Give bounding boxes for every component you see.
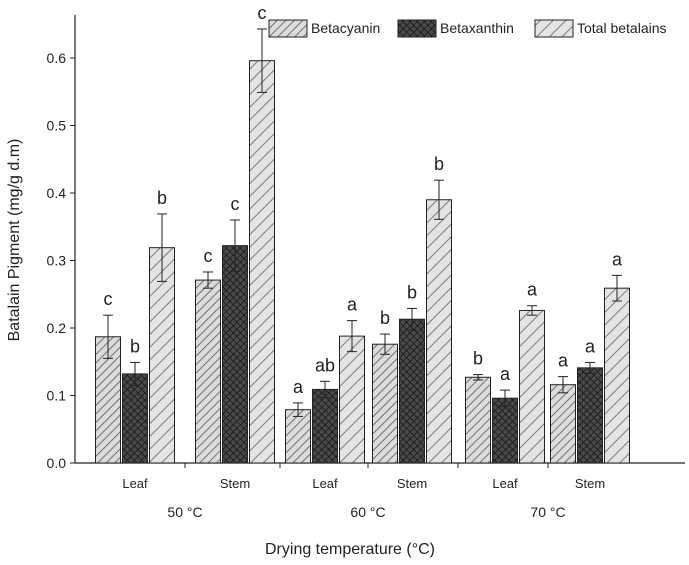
group-label: 70 °C xyxy=(530,504,565,520)
legend-label-betacyanin: Betacyanin xyxy=(311,20,380,36)
significance-letter-total-betalains: b xyxy=(157,188,167,208)
bar-total-betalains xyxy=(604,287,630,464)
group-label: 50 °C xyxy=(167,504,202,520)
x-axis-ticks: Leaf Stem Leaf Stem Leaf Stem xyxy=(122,463,605,491)
y-tick-label: 0.5 xyxy=(47,118,67,134)
x-tick-label-stem: Stem xyxy=(220,476,250,491)
bar-betaxanthin xyxy=(399,318,425,464)
significance-letter-total-betalains: a xyxy=(612,249,623,269)
significance-letter-total-betalains: c xyxy=(258,3,267,23)
legend-label-total-betalains: Total betalains xyxy=(577,20,667,36)
y-tick-label: 0.3 xyxy=(47,253,67,269)
significance-letter-betaxanthin: c xyxy=(231,194,240,214)
bar-total-betalains xyxy=(149,247,175,464)
x-tick-label-leaf: Leaf xyxy=(492,476,518,491)
bar-total-betalains xyxy=(519,309,545,464)
bar-total-betalains xyxy=(339,335,365,464)
bar-betacyanin xyxy=(465,376,491,464)
temperature-group-labels: 50 °C 60 °C 70 °C xyxy=(167,504,565,520)
y-tick-label: 0.0 xyxy=(47,455,67,471)
x-tick-label-leaf: Leaf xyxy=(312,476,338,491)
error-bars-layer xyxy=(103,28,622,417)
x-tick-label-leaf: Leaf xyxy=(122,476,148,491)
x-tick-label-stem: Stem xyxy=(575,476,605,491)
significance-letter-betaxanthin: a xyxy=(585,336,596,356)
bar-total-betalains xyxy=(426,199,452,464)
y-axis-ticks: 0.0 0.1 0.2 0.3 0.4 0.5 0.6 xyxy=(47,50,75,471)
y-tick-label: 0.1 xyxy=(47,388,67,404)
significance-letter-betacyanin: a xyxy=(293,377,304,397)
bar-betaxanthin xyxy=(222,245,248,464)
x-tick-label-stem: Stem xyxy=(397,476,427,491)
significance-letter-betacyanin: b xyxy=(473,349,483,369)
significance-letter-betaxanthin: ab xyxy=(315,355,335,375)
significance-letter-betaxanthin: a xyxy=(500,364,511,384)
significance-letter-betacyanin: b xyxy=(380,308,390,328)
significance-letter-betaxanthin: b xyxy=(130,336,140,356)
bar-betacyanin xyxy=(285,409,311,464)
legend-swatch-betaxanthin xyxy=(397,19,437,38)
bar-betacyanin xyxy=(550,384,576,464)
group-label: 60 °C xyxy=(350,504,385,520)
bar-betaxanthin xyxy=(492,397,518,464)
significance-letter-total-betalains: a xyxy=(527,280,538,300)
bar-betaxanthin xyxy=(122,373,148,464)
y-axis-title: Batalain Pigment (mg/g d.m) xyxy=(6,139,23,342)
bar-betacyanin xyxy=(95,336,121,464)
legend: Betacyanin Betaxanthin Total betalains xyxy=(268,19,667,38)
significance-letter-betacyanin: c xyxy=(204,246,213,266)
significance-letter-betaxanthin: b xyxy=(407,282,417,302)
bar-betaxanthin xyxy=(577,367,603,464)
significance-letter-betacyanin: c xyxy=(104,289,113,309)
significance-letter-total-betalains: a xyxy=(347,295,358,315)
legend-swatch-betacyanin xyxy=(268,19,308,38)
legend-label-betaxanthin: Betaxanthin xyxy=(440,20,514,36)
y-tick-label: 0.6 xyxy=(47,50,67,66)
bar-betaxanthin xyxy=(312,388,338,464)
bar-betacyanin xyxy=(372,343,398,464)
y-tick-label: 0.2 xyxy=(47,320,67,336)
x-axis-title: Drying temperature (°C) xyxy=(265,541,435,558)
significance-letter-total-betalains: b xyxy=(434,154,444,174)
y-tick-label: 0.4 xyxy=(47,185,67,201)
legend-swatch-total-betalains xyxy=(534,19,574,38)
bar-total-betalains xyxy=(249,60,275,464)
bar-betacyanin xyxy=(195,279,221,464)
bars-layer xyxy=(95,60,630,464)
significance-letter-betacyanin: a xyxy=(558,351,569,371)
